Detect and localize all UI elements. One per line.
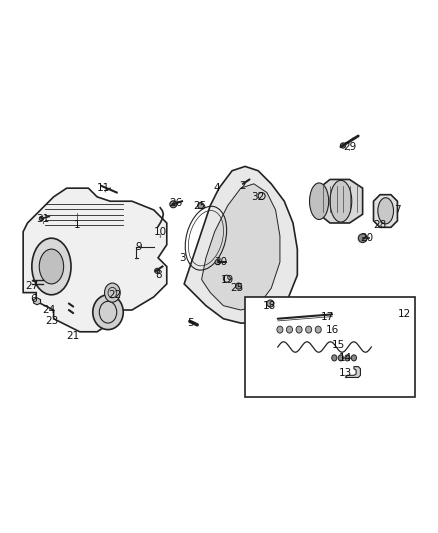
Ellipse shape xyxy=(296,326,302,333)
Text: 28: 28 xyxy=(374,220,387,230)
Text: 6: 6 xyxy=(31,294,37,304)
Text: 23: 23 xyxy=(45,316,58,326)
Ellipse shape xyxy=(215,260,220,265)
Ellipse shape xyxy=(306,326,312,333)
Text: 3: 3 xyxy=(179,253,185,263)
Text: 9: 9 xyxy=(135,242,142,252)
Text: 22: 22 xyxy=(108,290,121,300)
Text: 5: 5 xyxy=(187,318,194,328)
Ellipse shape xyxy=(105,283,120,302)
Polygon shape xyxy=(201,184,280,310)
Ellipse shape xyxy=(170,201,177,208)
Text: 15: 15 xyxy=(332,340,345,350)
Ellipse shape xyxy=(358,234,367,243)
Ellipse shape xyxy=(330,180,352,222)
Text: 29: 29 xyxy=(343,142,356,152)
Text: 16: 16 xyxy=(325,325,339,335)
Text: 7: 7 xyxy=(394,205,401,215)
Text: 11: 11 xyxy=(97,183,110,193)
Ellipse shape xyxy=(338,355,343,361)
Ellipse shape xyxy=(340,143,346,148)
Ellipse shape xyxy=(39,216,44,221)
Text: 21: 21 xyxy=(67,331,80,341)
Ellipse shape xyxy=(267,300,274,307)
Text: 8: 8 xyxy=(155,270,161,280)
Ellipse shape xyxy=(315,326,321,333)
Text: 32: 32 xyxy=(251,192,265,202)
Text: 25: 25 xyxy=(193,200,206,211)
Polygon shape xyxy=(184,166,297,323)
Text: 13: 13 xyxy=(339,368,352,378)
Text: 27: 27 xyxy=(25,281,39,291)
Text: 12: 12 xyxy=(397,309,410,319)
Ellipse shape xyxy=(332,355,337,361)
Polygon shape xyxy=(374,195,397,228)
Ellipse shape xyxy=(198,203,204,208)
Ellipse shape xyxy=(93,295,123,329)
Text: 17: 17 xyxy=(321,312,335,321)
Text: 4: 4 xyxy=(213,183,220,193)
Ellipse shape xyxy=(345,355,350,361)
Text: 14: 14 xyxy=(339,353,352,363)
Ellipse shape xyxy=(155,268,160,273)
Polygon shape xyxy=(319,180,363,223)
Ellipse shape xyxy=(286,326,293,333)
Text: 30: 30 xyxy=(215,257,228,267)
Ellipse shape xyxy=(236,283,242,289)
Text: 18: 18 xyxy=(262,301,276,311)
Ellipse shape xyxy=(378,198,393,224)
Text: 1: 1 xyxy=(74,220,81,230)
Ellipse shape xyxy=(277,326,283,333)
Bar xyxy=(245,297,415,397)
Ellipse shape xyxy=(310,183,328,220)
Ellipse shape xyxy=(32,238,71,295)
Polygon shape xyxy=(23,188,167,332)
Ellipse shape xyxy=(39,249,64,284)
Text: 20: 20 xyxy=(360,233,374,243)
Text: 2: 2 xyxy=(240,181,246,191)
Polygon shape xyxy=(345,367,360,377)
Text: 31: 31 xyxy=(36,214,49,224)
Text: 10: 10 xyxy=(154,227,167,237)
Ellipse shape xyxy=(351,355,357,361)
Text: 26: 26 xyxy=(169,198,182,208)
Text: 24: 24 xyxy=(42,305,56,315)
Text: 19: 19 xyxy=(221,274,234,285)
Text: 25: 25 xyxy=(230,283,243,293)
Polygon shape xyxy=(34,298,41,305)
